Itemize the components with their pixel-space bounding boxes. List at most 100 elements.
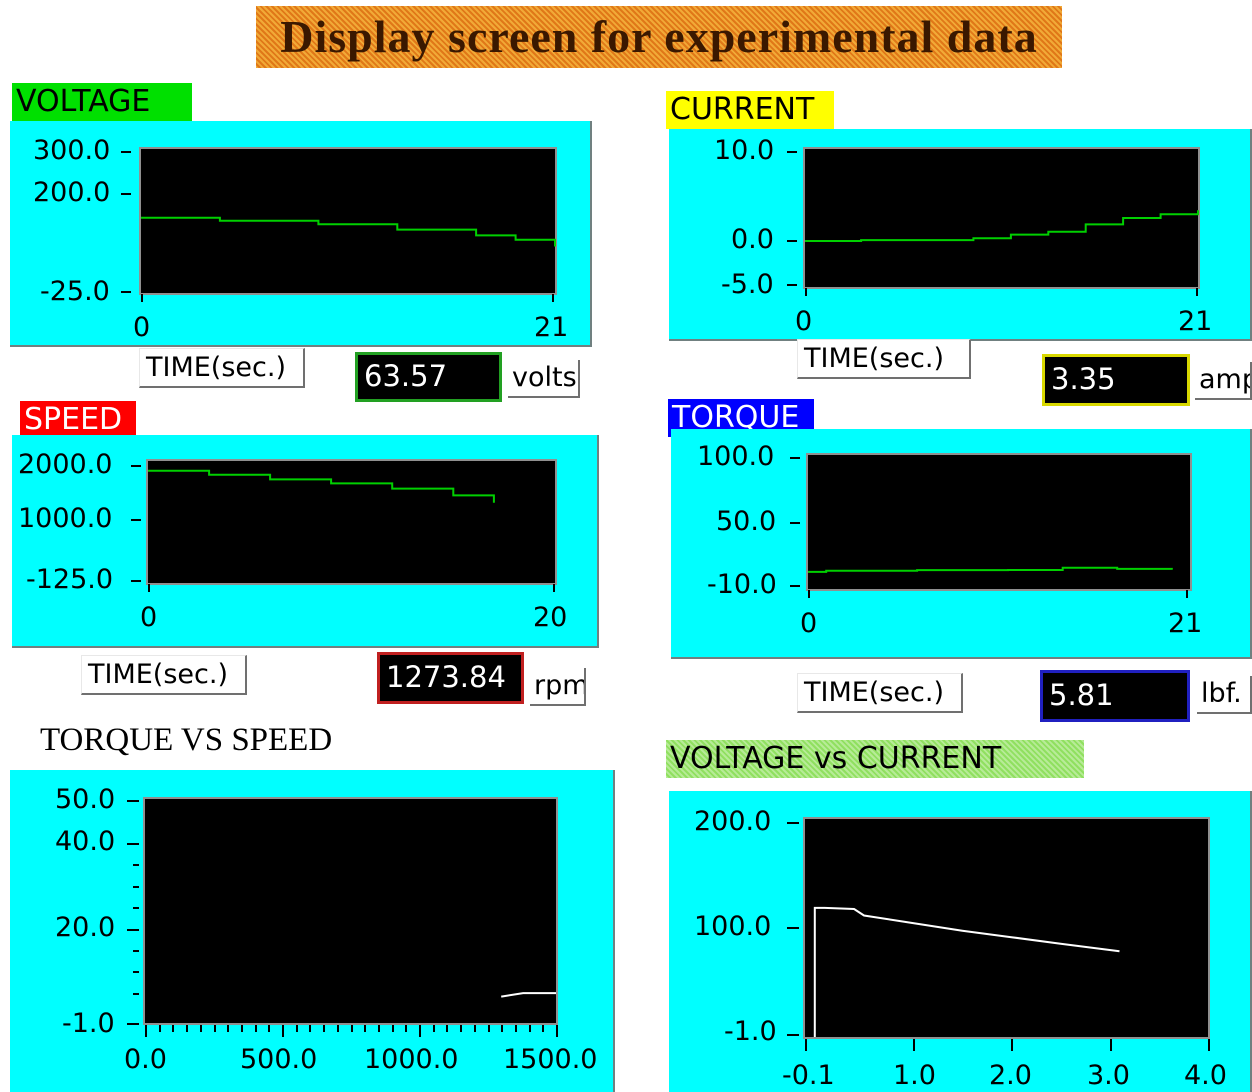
speed-trace [148, 469, 495, 503]
vvc-xtick [1208, 1039, 1210, 1051]
voltage-trace [141, 216, 556, 247]
tvs-xtick [227, 1025, 229, 1032]
torque-ytick [790, 522, 800, 524]
current-tag: CURRENT [666, 91, 834, 129]
voltage-ytick-label: 200.0 [33, 177, 111, 208]
tvs-xtick [309, 1025, 311, 1032]
tvs-ytick-label: 20.0 [55, 912, 116, 943]
speed-xtick [148, 584, 150, 592]
vvc-ytick-label: 100.0 [694, 911, 772, 942]
current-trace [805, 210, 1199, 242]
tvs-xtick [323, 1025, 325, 1032]
tvs-ytick [127, 843, 139, 845]
tvs-xtick [474, 1025, 476, 1032]
tvs-ytick-label: -1.0 [62, 1008, 115, 1039]
tvs-ytick [133, 864, 139, 866]
tvs-xtick [364, 1025, 366, 1032]
tvs-xtick [515, 1025, 517, 1032]
vvc-xtick [913, 1039, 915, 1051]
tvs-ytick [133, 886, 139, 888]
torque-xtick [808, 590, 810, 598]
speed-tag: SPEED [20, 401, 136, 439]
voltage-ytick-label: 300.0 [33, 135, 111, 166]
current-time-label[interactable]: TIME(sec.) [797, 339, 971, 379]
voltage-readout: 63.57 [355, 352, 502, 402]
torque-unit: lbf. [1197, 676, 1252, 714]
current-ytick [787, 284, 797, 286]
tvs-xtick [337, 1025, 339, 1032]
torque-xtick-label: 0 [800, 608, 818, 639]
vvc-ytick [787, 927, 799, 929]
tvs-xtick-label: 1000.0 [364, 1044, 459, 1075]
tvs-xtick [159, 1025, 161, 1032]
tvs-ytick [127, 929, 139, 931]
voltage-vs-current-trace [813, 906, 1120, 1037]
current-ytick-label: -5.0 [721, 269, 774, 300]
tvs-xtick [488, 1025, 490, 1032]
tvs-xtick [186, 1025, 188, 1032]
torque-xtick-label: 21 [1168, 608, 1203, 639]
vvc-xtick [1110, 1039, 1112, 1051]
speed-xtick [553, 584, 555, 592]
tvs-xtick [529, 1025, 531, 1032]
torque-ytick-label: 100.0 [697, 441, 775, 472]
torque-readout: 5.81 [1040, 670, 1190, 722]
voltage-xtick-label: 21 [534, 312, 569, 343]
tvs-xtick [419, 1025, 421, 1037]
voltage-tag: VOLTAGE [12, 83, 192, 121]
vvc-ytick-label: 200.0 [694, 806, 772, 837]
torque-xtick [1186, 590, 1188, 598]
current-ytick-label: 10.0 [714, 135, 775, 166]
current-ytick [787, 151, 797, 153]
speed-unit: rpm [530, 668, 586, 706]
vvc-xtick [805, 1039, 807, 1051]
tvs-xtick [255, 1025, 257, 1032]
speed-readout: 1273.84 [377, 652, 524, 704]
speed-xtick-label: 20 [533, 602, 568, 633]
voltage-xtick [552, 294, 554, 302]
tvs-ytick [127, 800, 139, 802]
speed-plot [146, 459, 557, 585]
current-xtick [1196, 288, 1198, 296]
torque-time-label[interactable]: TIME(sec.) [797, 673, 963, 713]
vvc-xtick-label: 2.0 [989, 1060, 1032, 1091]
current-ytick-label: 0.0 [731, 224, 774, 255]
tvs-xtick [556, 1025, 558, 1037]
vvc-ytick [787, 822, 799, 824]
tvs-xtick [282, 1025, 284, 1037]
voltage-time-label[interactable]: TIME(sec.) [139, 348, 305, 388]
tvs-xtick [378, 1025, 380, 1032]
tvs-xtick [145, 1025, 147, 1037]
voltage-xtick [141, 294, 143, 302]
speed-xtick-label: 0 [140, 602, 158, 633]
vvc-ytick-label: -1.0 [724, 1016, 777, 1047]
voltage-vs-current-title: VOLTAGE vs CURRENT [666, 740, 1084, 778]
current-readout: 3.35 [1042, 354, 1190, 406]
vvc-ytick [787, 1034, 799, 1036]
tvs-xtick [405, 1025, 407, 1032]
tvs-xtick-label: 1500.0 [503, 1044, 598, 1075]
tvs-xtick [460, 1025, 462, 1032]
page-title: Display screen for experimental data [256, 6, 1062, 68]
current-ytick [787, 240, 797, 242]
speed-ytick-label: -125.0 [26, 564, 114, 595]
speed-ytick [131, 519, 141, 521]
speed-ytick-label: 2000.0 [18, 449, 113, 480]
tvs-xtick [542, 1025, 544, 1032]
tvs-xtick [296, 1025, 298, 1032]
vvc-xtick-label: 4.0 [1184, 1060, 1227, 1091]
speed-time-label[interactable]: TIME(sec.) [81, 655, 247, 695]
tvs-ytick-label: 50.0 [55, 784, 116, 815]
current-xtick-label: 21 [1178, 306, 1213, 337]
tvs-xtick [501, 1025, 503, 1032]
tvs-xtick [351, 1025, 353, 1032]
vvc-xtick-label: -0.1 [782, 1060, 835, 1091]
torque-vs-speed-title: TORQUE VS SPEED [40, 722, 333, 758]
tvs-xtick [268, 1025, 270, 1032]
speed-ytick [131, 580, 141, 582]
tvs-ytick [133, 907, 139, 909]
tvs-xtick-label: 500.0 [240, 1044, 318, 1075]
current-xtick [805, 288, 807, 296]
tvs-ytick [133, 950, 139, 952]
